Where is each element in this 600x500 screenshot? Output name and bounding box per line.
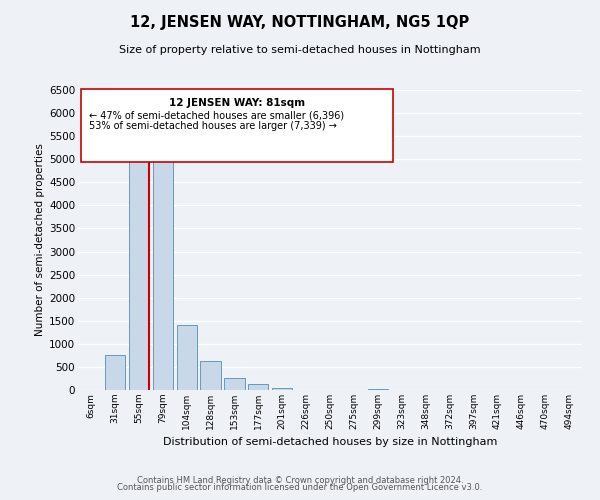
Text: ← 47% of semi-detached houses are smaller (6,396): ← 47% of semi-detached houses are smalle… [89,110,344,120]
X-axis label: Distribution of semi-detached houses by size in Nottingham: Distribution of semi-detached houses by … [163,438,497,448]
Bar [272,388,292,390]
Text: 12 JENSEN WAY: 81sqm: 12 JENSEN WAY: 81sqm [169,98,305,108]
Bar [248,384,268,390]
Text: 12, JENSEN WAY, NOTTINGHAM, NG5 1QP: 12, JENSEN WAY, NOTTINGHAM, NG5 1QP [130,15,470,30]
Text: 53% of semi-detached houses are larger (7,339) →: 53% of semi-detached houses are larger (… [89,120,337,130]
Bar [224,378,245,390]
Bar [105,356,125,390]
Bar [368,388,388,390]
Bar [152,151,173,390]
Bar [200,361,221,390]
Y-axis label: Number of semi-detached properties: Number of semi-detached properties [35,144,45,336]
Bar [176,326,197,390]
Text: Contains HM Land Registry data © Crown copyright and database right 2024.: Contains HM Land Registry data © Crown c… [137,476,463,485]
Bar [129,146,149,390]
Text: Size of property relative to semi-detached houses in Nottingham: Size of property relative to semi-detach… [119,45,481,55]
Text: Contains public sector information licensed under the Open Government Licence v3: Contains public sector information licen… [118,484,482,492]
